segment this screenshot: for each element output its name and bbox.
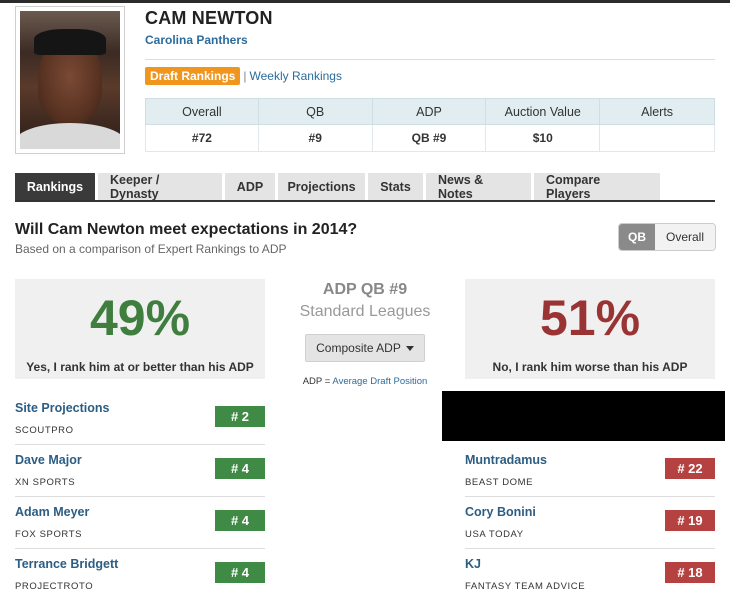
tab-news-notes[interactable]: News & Notes bbox=[426, 173, 531, 201]
expert-source: PROJECTROTO bbox=[15, 581, 94, 592]
expectations-question: Will Cam Newton meet expectations in 201… bbox=[15, 221, 358, 238]
caret-down-icon bbox=[405, 345, 414, 351]
composite-adp-label: Composite ADP bbox=[316, 341, 401, 355]
weekly-rankings-link[interactable]: Weekly Rankings bbox=[249, 69, 342, 83]
expert-name-link[interactable]: Muntradamus bbox=[465, 453, 547, 467]
redacted-block bbox=[442, 391, 725, 441]
value-adp: QB #9 bbox=[371, 124, 487, 152]
list-item: Muntradamus BEAST DOME # 22 bbox=[465, 445, 715, 497]
expert-name-link[interactable]: Cory Bonini bbox=[465, 505, 536, 519]
adp-summary: ADP QB #9 Standard Leagues Composite ADP… bbox=[280, 279, 450, 387]
list-item: Terrance Bridgett PROJECTROTO # 4 bbox=[15, 549, 265, 597]
header-adp: ADP bbox=[371, 98, 487, 125]
expert-rank-badge: # 4 bbox=[215, 458, 265, 479]
player-team-link[interactable]: Carolina Panthers bbox=[145, 33, 248, 47]
expert-rank-badge: # 4 bbox=[215, 562, 265, 583]
yes-percentage: 49% bbox=[89, 290, 191, 346]
expert-rank-badge: # 19 bbox=[665, 510, 715, 531]
value-qb: #9 bbox=[257, 124, 373, 152]
separator: | bbox=[243, 69, 247, 83]
expert-source: XN SPORTS bbox=[15, 477, 76, 488]
value-alerts[interactable] bbox=[599, 124, 715, 152]
composite-adp-dropdown[interactable]: Composite ADP bbox=[305, 334, 425, 362]
expert-source: SCOUTPRO bbox=[15, 425, 74, 436]
header-overall: Overall bbox=[145, 98, 259, 125]
tab-keeper-dynasty[interactable]: Keeper / Dynasty bbox=[98, 173, 222, 201]
toggle-overall[interactable]: Overall bbox=[655, 224, 715, 250]
average-draft-position-link[interactable]: Average Draft Position bbox=[332, 376, 428, 387]
header-auction-value: Auction Value bbox=[485, 98, 601, 125]
player-stats-table: Overall QB ADP Auction Value Alerts #72 … bbox=[145, 98, 715, 152]
expert-name-link[interactable]: KJ bbox=[465, 557, 481, 571]
rankings-links: Draft Rankings | Weekly Rankings bbox=[145, 67, 342, 85]
player-headshot-image bbox=[20, 11, 120, 149]
expert-rank-badge: # 2 bbox=[215, 406, 265, 427]
expert-name-link[interactable]: Site Projections bbox=[15, 401, 110, 415]
tab-bar: Rankings Keeper / Dynasty ADP Projection… bbox=[15, 173, 715, 202]
adp-definition: ADP = Average Draft Position bbox=[280, 376, 450, 387]
no-label: No, I rank him worse than his ADP bbox=[492, 360, 688, 374]
expert-source: FOX SPORTS bbox=[15, 529, 83, 540]
adp-definition-prefix: ADP = bbox=[302, 376, 331, 387]
player-name: CAM NEWTON bbox=[145, 8, 273, 28]
expert-source: BEAST DOME bbox=[465, 477, 534, 488]
tab-compare-players[interactable]: Compare Players bbox=[534, 173, 660, 201]
header-qb: QB bbox=[257, 98, 373, 125]
player-photo bbox=[15, 6, 125, 154]
experts-yes-list: Site Projections SCOUTPRO # 2 Dave Major… bbox=[15, 393, 265, 597]
value-overall: #72 bbox=[145, 124, 259, 152]
expert-source: USA TODAY bbox=[465, 529, 524, 540]
expert-rank-badge: # 22 bbox=[665, 458, 715, 479]
expert-name-link[interactable]: Adam Meyer bbox=[15, 505, 90, 519]
expert-rank-badge: # 4 bbox=[215, 510, 265, 531]
expert-name-link[interactable]: Dave Major bbox=[15, 453, 82, 467]
top-bar bbox=[0, 0, 730, 3]
header-alerts: Alerts bbox=[599, 98, 715, 125]
list-item: Dave Major XN SPORTS # 4 bbox=[15, 445, 265, 497]
tab-rankings[interactable]: Rankings bbox=[15, 173, 95, 200]
experts-no-list: Muntradamus BEAST DOME # 22 Cory Bonini … bbox=[465, 445, 715, 597]
adp-title: ADP QB #9 bbox=[322, 281, 408, 298]
list-item: KJ FANTASY TEAM ADVICE # 18 bbox=[465, 549, 715, 597]
tab-stats[interactable]: Stats bbox=[368, 173, 423, 200]
tab-projections[interactable]: Projections bbox=[278, 173, 365, 200]
list-item: Cory Bonini USA TODAY # 19 bbox=[465, 497, 715, 549]
yes-percentage-box: 49% Yes, I rank him at or better than hi… bbox=[15, 279, 265, 379]
tab-adp[interactable]: ADP bbox=[225, 173, 275, 200]
draft-rankings-button[interactable]: Draft Rankings bbox=[145, 67, 241, 85]
expert-rank-badge: # 18 bbox=[665, 562, 715, 583]
list-item: Adam Meyer FOX SPORTS # 4 bbox=[15, 497, 265, 549]
expectations-subtitle: Based on a comparison of Expert Rankings… bbox=[15, 242, 287, 256]
value-auction-value: $10 bbox=[485, 124, 601, 152]
no-percentage-box: 51% No, I rank him worse than his ADP bbox=[465, 279, 715, 379]
list-item: Site Projections SCOUTPRO # 2 bbox=[15, 393, 265, 445]
no-percentage: 51% bbox=[539, 290, 641, 346]
expert-name-link[interactable]: Terrance Bridgett bbox=[15, 557, 119, 571]
divider bbox=[145, 59, 715, 60]
position-toggle: QB Overall bbox=[618, 223, 716, 251]
league-type: Standard Leagues bbox=[299, 303, 431, 320]
expert-source: FANTASY TEAM ADVICE bbox=[465, 581, 586, 592]
yes-label: Yes, I rank him at or better than his AD… bbox=[26, 360, 254, 374]
toggle-qb[interactable]: QB bbox=[619, 224, 655, 250]
